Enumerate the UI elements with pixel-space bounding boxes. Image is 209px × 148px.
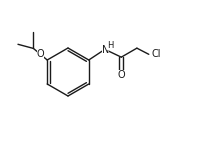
Text: H: H — [107, 41, 113, 49]
Text: Cl: Cl — [151, 49, 161, 59]
Text: O: O — [117, 70, 125, 80]
Text: N: N — [102, 45, 109, 55]
Text: O: O — [37, 49, 44, 59]
